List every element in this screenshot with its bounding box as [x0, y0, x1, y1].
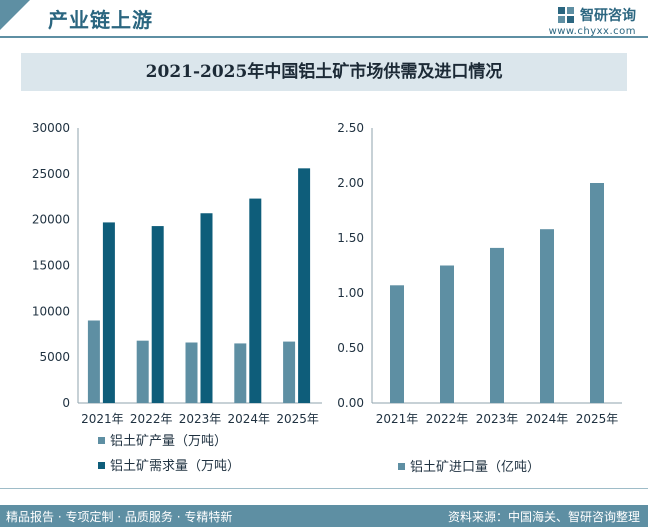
- x-tick-label-left: 2024年: [228, 412, 271, 426]
- y-tick-label-left: 25000: [32, 167, 70, 181]
- bar-production: [136, 340, 149, 403]
- x-tick-label-left: 2023年: [179, 412, 222, 426]
- y-tick-label-right: 2.50: [337, 121, 364, 135]
- x-tick-label-right: 2021年: [376, 412, 419, 426]
- footer-bar: 精品报告 · 专项定制 · 品质服务 · 专精特新 资料来源：中国海关、智研咨询…: [0, 505, 648, 527]
- y-tick-label-right: 0.50: [337, 341, 364, 355]
- legend-label-import: 铝土矿进口量（亿吨）: [410, 460, 540, 475]
- y-tick-label-left: 0: [62, 396, 70, 410]
- x-tick-label-right: 2023年: [476, 412, 519, 426]
- bar-import: [490, 247, 504, 403]
- brand-logo-icon: [557, 6, 574, 23]
- x-tick-label-right: 2024年: [526, 412, 569, 426]
- x-tick-label-left: 2025年: [276, 412, 319, 426]
- bar-import: [540, 229, 554, 403]
- x-tick-label-left: 2021年: [81, 412, 124, 426]
- chart-title: 2021-2025年中国铝土矿市场供需及进口情况: [145, 62, 503, 82]
- brand-name: 智研咨询: [580, 7, 636, 24]
- bar-import: [390, 285, 404, 403]
- bar-demand: [249, 198, 262, 403]
- bar-demand: [200, 213, 213, 403]
- bar-production: [185, 342, 198, 403]
- x-tick-label-right: 2022年: [426, 412, 469, 426]
- x-tick-label-right: 2025年: [576, 412, 619, 426]
- y-tick-label-left: 15000: [32, 259, 70, 273]
- y-tick-label-left: 20000: [32, 213, 70, 227]
- corner-decoration: [0, 0, 30, 30]
- y-tick-label-left: 5000: [39, 350, 70, 364]
- bar-production: [283, 341, 296, 403]
- y-tick-label-left: 10000: [32, 304, 70, 318]
- bar-production: [234, 343, 247, 403]
- chart-title-box: 2021-2025年中国铝土矿市场供需及进口情况: [21, 53, 627, 91]
- y-tick-label-right: 0.00: [337, 396, 364, 410]
- bar-import: [590, 183, 604, 403]
- bar-production: [87, 320, 100, 403]
- footer-tagline: 精品报告 · 专项定制 · 品质服务 · 专精特新: [6, 510, 233, 524]
- source-divider: [0, 488, 648, 489]
- header-bar: 产业链上游 智研咨询 www.chyxx.com: [0, 0, 648, 37]
- y-tick-label-left: 30000: [32, 121, 70, 135]
- footer-source: 资料来源：中国海关、智研咨询整理: [447, 510, 640, 524]
- bar-demand: [151, 226, 164, 403]
- brand-url: www.chyxx.com: [548, 25, 636, 37]
- y-tick-label-right: 1.00: [337, 286, 364, 300]
- legend-label-demand: 铝土矿需求量（万吨）: [110, 459, 240, 474]
- header-divider: [0, 36, 648, 38]
- legend-swatch-import: [398, 463, 405, 470]
- bar-demand: [102, 222, 115, 403]
- page-title: 产业链上游: [48, 8, 153, 32]
- bar-import: [440, 265, 454, 403]
- y-tick-label-right: 1.50: [337, 231, 364, 245]
- legend-label-production: 铝土矿产量（万吨）: [110, 434, 227, 449]
- legend-swatch-demand: [98, 462, 105, 469]
- brand: 智研咨询 www.chyxx.com: [549, 4, 636, 37]
- legend-swatch-production: [98, 437, 105, 444]
- bar-demand: [298, 168, 311, 403]
- y-tick-label-right: 2.00: [337, 176, 364, 190]
- x-tick-label-left: 2022年: [130, 412, 173, 426]
